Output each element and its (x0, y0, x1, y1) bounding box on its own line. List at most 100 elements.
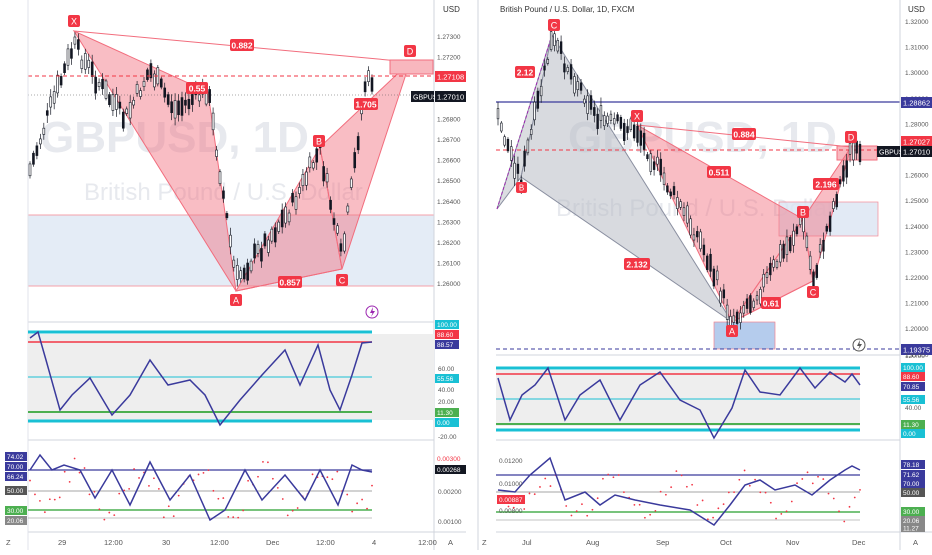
candle-body (339, 243, 343, 252)
macd-dot (48, 498, 51, 501)
right-macd-badge-value: 0.00887 (497, 495, 525, 504)
right-ratio-061[interactable]: 0.61 (761, 297, 781, 309)
candle-body (42, 127, 46, 135)
left-point-a[interactable]: A (230, 294, 242, 306)
macd-dot (202, 471, 205, 474)
right-gray-pattern-main[interactable] (520, 33, 733, 323)
right-point-x[interactable]: X (631, 110, 643, 122)
candle-body (549, 31, 553, 50)
candle-body (516, 163, 520, 174)
candle-body (702, 244, 706, 256)
left-point-d[interactable]: D (404, 45, 416, 57)
left-rsi-badge-bottom: 0.00 (435, 418, 459, 427)
macd-dot (754, 478, 756, 481)
right-point-d[interactable]: D (845, 131, 857, 143)
right-point-a[interactable]: A (726, 325, 738, 337)
right-lightning-icon[interactable] (852, 338, 866, 352)
candle-body (184, 99, 187, 106)
right-price-axis[interactable]: 1.320001.310001.300001.290001.280001.270… (905, 19, 929, 359)
left-time-axis[interactable]: Z 29 12:00 30 12:00 Dec 12:00 4 12:00 A (6, 538, 453, 547)
lightning-icon[interactable] (365, 305, 379, 319)
price-tick: 1.26100 (437, 261, 461, 268)
right-point-c-top[interactable]: C (548, 19, 560, 31)
macd-dot (103, 518, 106, 521)
candle-body (232, 259, 236, 268)
left-rsi-badge-green: 11.30 (435, 408, 459, 417)
svg-text:1.27108: 1.27108 (437, 73, 464, 82)
right-ratio-2196[interactable]: 2.196 (813, 178, 839, 190)
macd-dot (212, 489, 215, 492)
svg-text:Oct: Oct (720, 538, 733, 547)
left-chart-panel[interactable]: GBPUSD, 1D British Pound / U.S. Dollar X… (0, 0, 466, 550)
macd-dot (769, 501, 772, 504)
right-macd-tick-1000: 0.01000 (499, 481, 523, 488)
macd-dot (602, 477, 604, 480)
candle-body (180, 97, 184, 116)
candle-body (825, 225, 828, 232)
price-tick: 1.26700 (437, 137, 461, 144)
macd-dot (612, 476, 615, 479)
left-ratio-xb[interactable]: 0.55 (186, 82, 208, 94)
candle-body (222, 190, 225, 199)
macd-dot (811, 482, 814, 485)
candle-body (848, 142, 852, 155)
macd-dot (859, 488, 861, 491)
candle-body (795, 226, 799, 235)
macd-dot (128, 487, 131, 490)
svg-text:C: C (551, 21, 558, 31)
macd-dot (523, 508, 526, 510)
macd-dot (242, 509, 245, 512)
candle-body (349, 178, 353, 188)
candle-body (539, 85, 543, 97)
macd-dot (586, 514, 589, 517)
right-time-axis[interactable]: Z Jul Aug Sep Oct Nov Dec A (482, 538, 918, 547)
right-point-b[interactable]: B (797, 206, 809, 218)
svg-text:0.55: 0.55 (189, 84, 206, 94)
left-point-b[interactable]: B (313, 135, 325, 147)
price-tick: 1.26800 (437, 116, 461, 123)
svg-text:88.57: 88.57 (437, 342, 454, 349)
macd-dot (108, 511, 111, 514)
candle-body (556, 40, 559, 52)
macd-dot (286, 514, 289, 517)
right-ratio-884[interactable]: 0.884 (732, 128, 756, 140)
right-ratio-511[interactable]: 0.511 (707, 166, 731, 178)
left-point-x[interactable]: X (68, 15, 80, 27)
macd-dot (148, 484, 150, 487)
svg-text:0.511: 0.511 (709, 168, 730, 178)
right-point-c[interactable]: C (807, 286, 819, 298)
price-tick: 1.25000 (905, 198, 929, 205)
left-macd-badge-20: 20.06 (5, 516, 27, 525)
candle-body (90, 61, 94, 77)
left-macd-badge-74: 74.02 (5, 452, 27, 461)
candle-body (573, 76, 576, 94)
right-chart-title: British Pound / U.S. Dollar, 1D, FXCM (500, 5, 635, 14)
svg-text:A: A (729, 327, 735, 337)
right-macd-badge-78: 78.18 (901, 460, 925, 469)
candle-body (301, 174, 305, 187)
candle-body (115, 94, 118, 110)
macd-dot (565, 505, 568, 507)
candle-body (749, 295, 752, 313)
macd-dot (227, 515, 230, 518)
candle-body (73, 36, 77, 45)
price-tick: 1.20000 (905, 326, 929, 333)
candle-body (858, 143, 862, 163)
right-chart-panel[interactable]: British Pound / U.S. Dollar, 1D, FXCM GB… (482, 0, 932, 550)
macd-dot (291, 509, 294, 512)
price-tick: 1.24000 (905, 224, 929, 231)
right-ratio-212[interactable]: 2.12 (515, 66, 535, 78)
left-ratio-xd[interactable]: 0.882 (230, 39, 254, 51)
svg-text:C: C (810, 288, 817, 298)
candle-body (815, 264, 819, 278)
macd-dot (743, 469, 746, 472)
right-point-b-left[interactable]: B (516, 182, 527, 193)
candle-body (273, 227, 277, 243)
right-ratio-2132[interactable]: 2.132 (624, 258, 650, 270)
left-point-c[interactable]: C (336, 274, 348, 286)
candle-body (715, 270, 719, 281)
left-ratio-ac[interactable]: 0.857 (278, 276, 302, 288)
svg-text:70.00: 70.00 (903, 481, 920, 488)
left-ratio-bd[interactable]: 1.705 (354, 98, 378, 110)
